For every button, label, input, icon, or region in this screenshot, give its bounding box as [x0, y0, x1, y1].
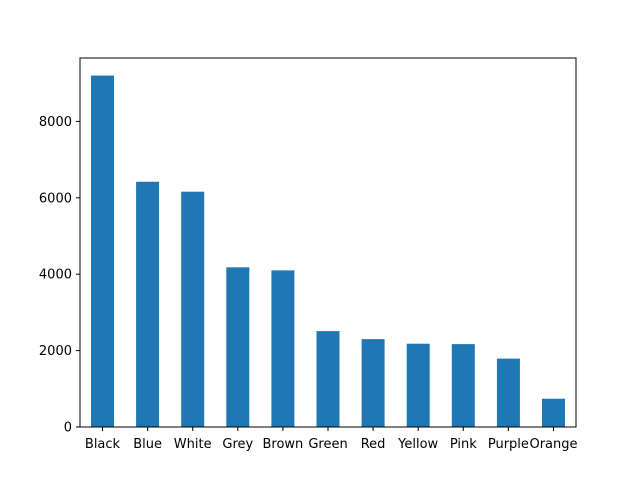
- bar-blue: [136, 181, 160, 427]
- x-tick-label: Black: [85, 437, 121, 452]
- y-tick-label: 0: [64, 421, 72, 436]
- bar-purple: [496, 358, 520, 427]
- y-axis-ticks: 0 2000 4000 6000 8000: [39, 115, 80, 436]
- x-tick-label: Orange: [529, 437, 577, 452]
- x-tick-label: White: [174, 437, 212, 452]
- x-tick-label: Pink: [450, 437, 477, 452]
- y-tick-label: 4000: [39, 268, 72, 283]
- bars-layer: [91, 75, 565, 427]
- bar-yellow: [406, 343, 430, 427]
- x-tick-label: Yellow: [397, 437, 438, 452]
- y-tick-label: 2000: [39, 344, 72, 359]
- bar-pink: [451, 344, 475, 427]
- bar-grey: [226, 267, 250, 427]
- x-tick-label: Red: [361, 437, 386, 452]
- y-tick-label: 8000: [39, 115, 72, 130]
- bar-brown: [271, 270, 295, 427]
- x-tick-label: Grey: [222, 437, 253, 452]
- plot-area-frame: [79, 57, 577, 428]
- x-tick-label: Blue: [133, 437, 162, 452]
- x-tick-label: Green: [308, 437, 347, 452]
- bar-orange: [542, 398, 565, 427]
- x-tick-label: Brown: [262, 437, 303, 452]
- bar-black: [91, 75, 114, 427]
- bar-green: [316, 331, 340, 427]
- x-tick-label: Purple: [488, 437, 529, 452]
- bar-white: [181, 191, 205, 427]
- y-tick-label: 6000: [39, 191, 72, 206]
- bar-red: [361, 339, 385, 427]
- x-axis-ticks: Black Blue White Grey Brown Green Red Yellow Pin…: [85, 427, 578, 452]
